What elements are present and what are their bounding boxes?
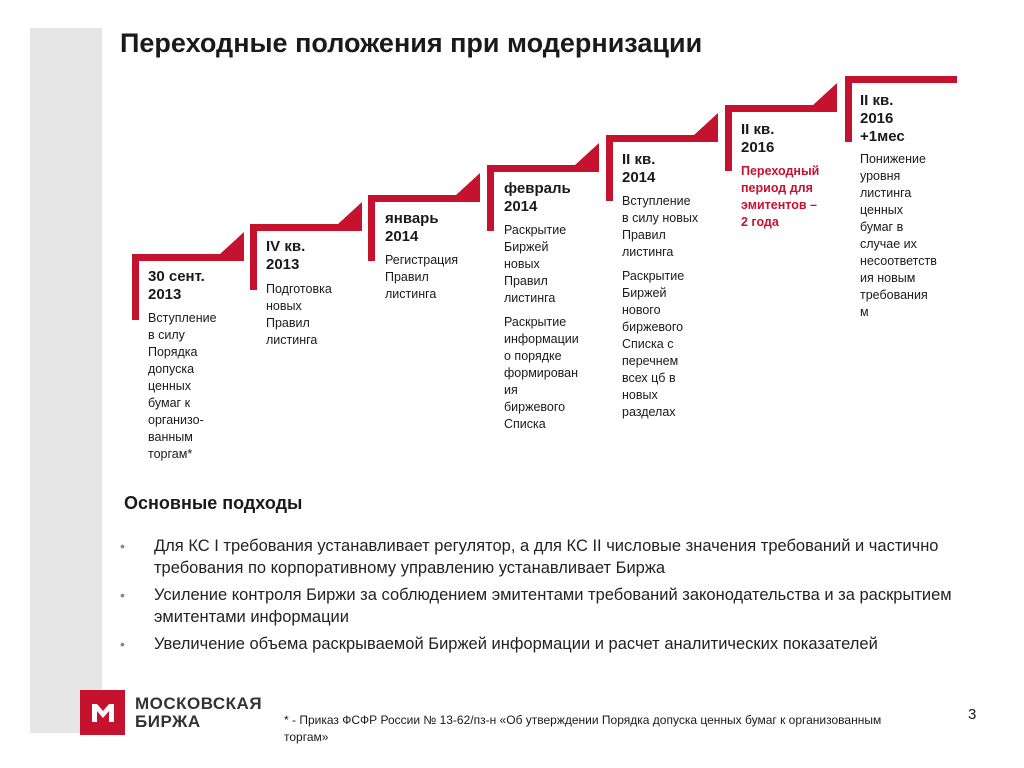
step-4-side-bar <box>487 165 494 231</box>
step-1-description: Вступление в силу Порядка допуска ценных… <box>148 311 217 461</box>
step-2-description: Подготовка новых Правил листинга <box>266 282 332 347</box>
moscow-exchange-logo-icon <box>80 690 125 735</box>
left-decorative-band <box>30 28 102 733</box>
step-3-top-bar <box>368 195 480 202</box>
bullet-icon: • <box>120 636 125 652</box>
logo-text: МОСКОВСКАЯ БИРЖА <box>135 693 263 731</box>
approach-item: • Для КС I требования устанавливает регул… <box>120 537 939 577</box>
step-6-description-highlight: Переходный период для эмитентов – 2 года <box>741 164 820 229</box>
step-3-side-bar <box>368 195 375 261</box>
step-6-fold <box>813 83 837 105</box>
step-7-description: Понижение уровня листинга ценных бумаг в… <box>860 152 937 319</box>
step-4-top-bar <box>487 165 599 172</box>
approaches-list: • Для КС I требования устанавливает регул… <box>118 535 988 660</box>
step-5-date: II кв. 2014 <box>622 151 656 186</box>
step-4-date: февраль 2014 <box>504 180 571 215</box>
step-7-date: II кв. 2016 +1мес <box>860 92 905 145</box>
step-1-top-bar <box>132 254 244 261</box>
step-5-fold <box>694 113 718 135</box>
step-6-top-bar <box>725 105 837 112</box>
step-5-description-2: Раскрытие Биржей нового биржевого Списка… <box>622 269 685 419</box>
step-5-side-bar <box>606 135 613 201</box>
step-1-fold <box>220 232 244 254</box>
approach-item: • Увеличение объема раскрываемой Биржей и… <box>120 635 878 653</box>
step-1-side-bar <box>132 254 139 320</box>
step-6-side-bar <box>725 105 732 171</box>
staircase-graphic <box>132 76 957 320</box>
step-2-fold <box>338 202 362 224</box>
page-number: 3 <box>968 706 977 723</box>
step-2-date: IV кв. 2013 <box>266 238 306 273</box>
step-2-top-bar <box>250 224 362 231</box>
step-7-side-bar <box>845 76 852 142</box>
footnote: * - Приказ ФСФР России № 13-62/пз-н «Об … <box>284 713 882 744</box>
approach-item: • Усиление контроля Биржи за соблюдением … <box>120 586 952 626</box>
page-title: Переходные положения при модернизации <box>120 28 703 58</box>
bullet-icon: • <box>120 538 125 554</box>
moscow-exchange-logo: МОСКОВСКАЯ БИРЖА <box>80 690 262 735</box>
step-4-description-2: Раскрытие информации о порядке формирова… <box>504 315 579 431</box>
step-5-description-1: Вступление в силу новых Правил листинга <box>622 194 699 259</box>
step-2-side-bar <box>250 224 257 290</box>
step-4-description-1: Раскрытие Биржей новых Правил листинга <box>504 223 567 305</box>
step-4-fold <box>575 143 599 165</box>
step-6-date: II кв. 2016 <box>741 121 775 156</box>
bullet-icon: • <box>120 587 125 603</box>
step-5-top-bar <box>606 135 718 142</box>
approaches-title: Основные подходы <box>124 493 303 513</box>
step-7-top-bar <box>845 76 957 83</box>
step-3-description: Регистрация Правил листинга <box>385 253 459 301</box>
step-1-date: 30 сент. 2013 <box>148 268 205 303</box>
step-3-date: январь 2014 <box>385 210 439 245</box>
step-3-fold <box>456 173 480 195</box>
